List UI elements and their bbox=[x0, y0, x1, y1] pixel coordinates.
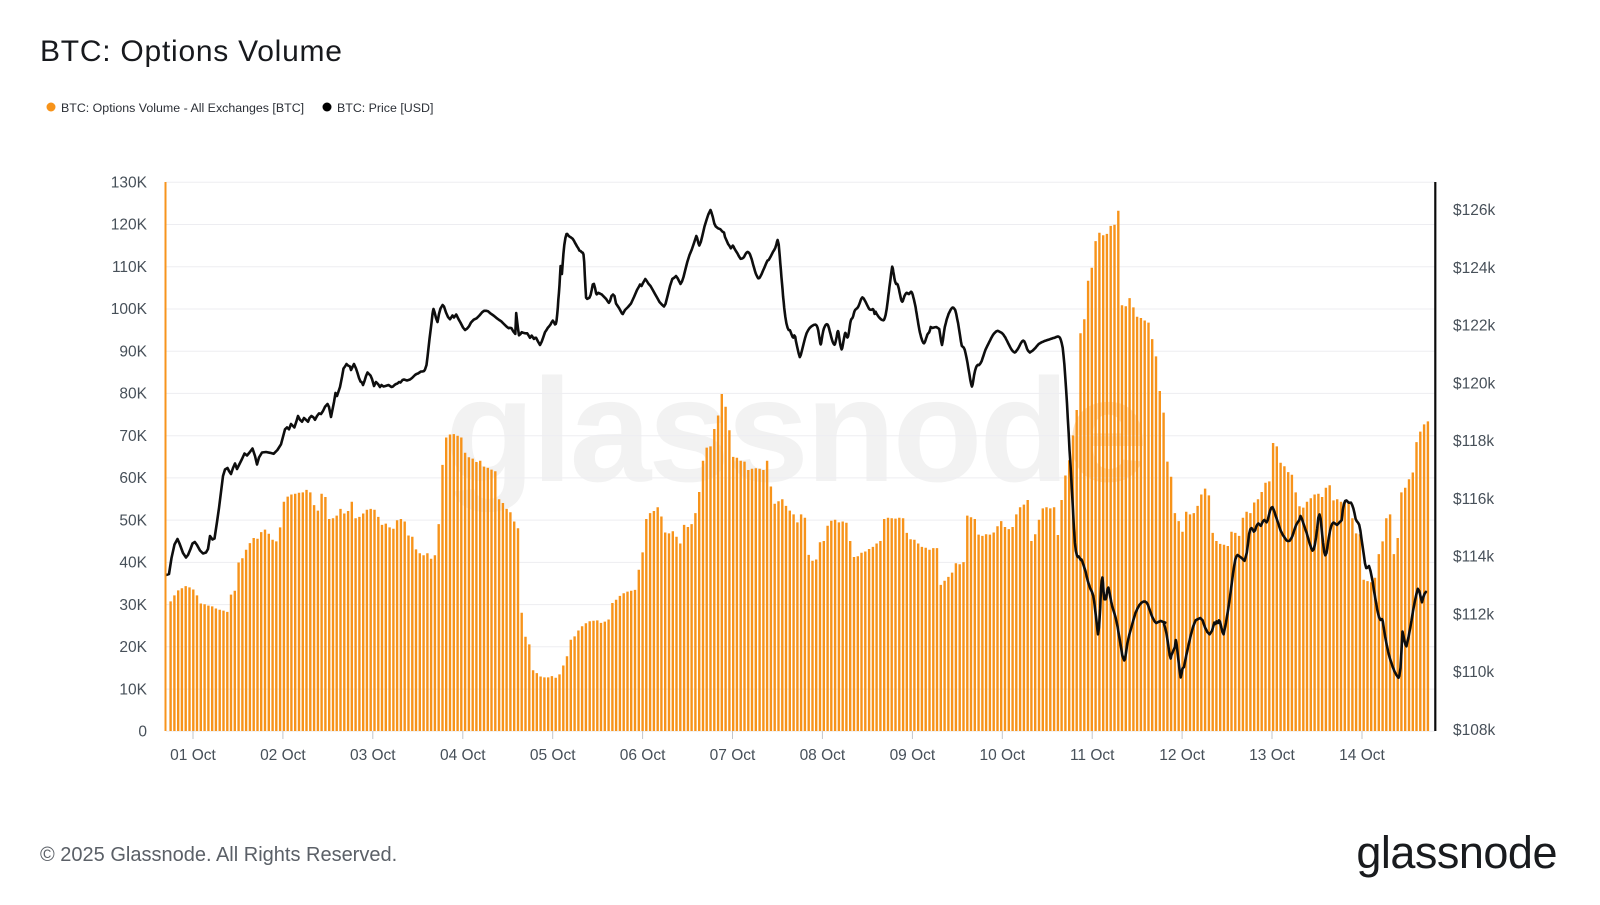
svg-text:130K: 130K bbox=[111, 175, 148, 192]
svg-text:08 Oct: 08 Oct bbox=[800, 747, 846, 764]
svg-text:$120k: $120k bbox=[1453, 375, 1495, 392]
svg-text:$124k: $124k bbox=[1453, 260, 1495, 277]
svg-text:$108k: $108k bbox=[1453, 722, 1495, 739]
svg-text:30K: 30K bbox=[119, 597, 147, 614]
svg-text:$122k: $122k bbox=[1453, 318, 1495, 335]
svg-text:70K: 70K bbox=[119, 428, 147, 445]
svg-text:glassnode: glassnode bbox=[1356, 827, 1557, 878]
svg-text:BTC: Options Volume: BTC: Options Volume bbox=[40, 35, 343, 68]
svg-text:05 Oct: 05 Oct bbox=[530, 747, 576, 764]
svg-text:40K: 40K bbox=[119, 555, 147, 572]
svg-text:$114k: $114k bbox=[1453, 549, 1494, 566]
svg-text:$110k: $110k bbox=[1453, 664, 1494, 681]
svg-text:$126k: $126k bbox=[1453, 202, 1495, 219]
svg-text:20K: 20K bbox=[119, 639, 147, 656]
svg-text:11 Oct: 11 Oct bbox=[1070, 747, 1115, 764]
svg-text:01 Oct: 01 Oct bbox=[170, 747, 216, 764]
svg-text:07 Oct: 07 Oct bbox=[710, 747, 756, 764]
svg-text:09 Oct: 09 Oct bbox=[890, 747, 936, 764]
svg-text:$112k: $112k bbox=[1453, 606, 1494, 623]
svg-text:BTC: Price [USD]: BTC: Price [USD] bbox=[337, 101, 433, 115]
svg-text:10K: 10K bbox=[119, 681, 147, 698]
svg-text:12 Oct: 12 Oct bbox=[1159, 747, 1205, 764]
svg-text:110K: 110K bbox=[112, 259, 148, 276]
svg-text:04 Oct: 04 Oct bbox=[440, 747, 486, 764]
svg-text:© 2025 Glassnode. All Rights R: © 2025 Glassnode. All Rights Reserved. bbox=[40, 844, 397, 866]
svg-text:$118k: $118k bbox=[1453, 433, 1494, 450]
svg-text:0: 0 bbox=[138, 724, 147, 741]
svg-text:03 Oct: 03 Oct bbox=[350, 747, 396, 764]
svg-text:14 Oct: 14 Oct bbox=[1339, 747, 1385, 764]
svg-text:60K: 60K bbox=[119, 470, 147, 487]
svg-text:10 Oct: 10 Oct bbox=[979, 747, 1025, 764]
svg-text:100K: 100K bbox=[111, 301, 148, 318]
svg-text:120K: 120K bbox=[111, 217, 148, 234]
svg-text:BTC: Options Volume - All Exch: BTC: Options Volume - All Exchanges [BTC… bbox=[61, 101, 304, 115]
svg-text:06 Oct: 06 Oct bbox=[620, 747, 666, 764]
svg-text:13 Oct: 13 Oct bbox=[1249, 747, 1295, 764]
svg-text:02 Oct: 02 Oct bbox=[260, 747, 306, 764]
svg-text:glassnode: glassnode bbox=[445, 349, 1145, 513]
svg-text:80K: 80K bbox=[119, 386, 147, 403]
svg-text:50K: 50K bbox=[119, 512, 147, 529]
svg-text:90K: 90K bbox=[119, 343, 147, 360]
svg-text:$116k: $116k bbox=[1453, 491, 1494, 508]
